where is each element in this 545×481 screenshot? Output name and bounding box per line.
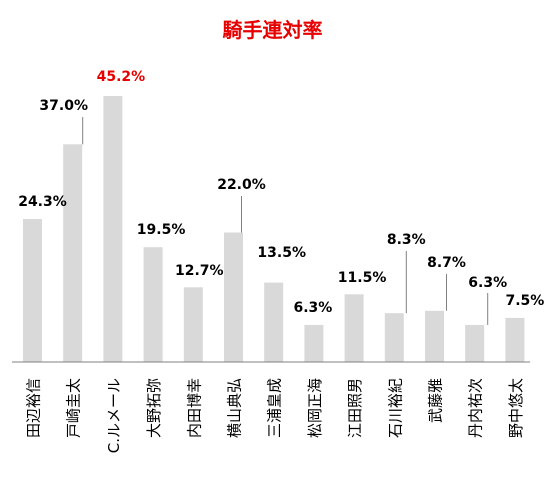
data-label-1: 24.3% (18, 194, 67, 210)
data-label-7: 13.5% (257, 245, 306, 261)
data-label-10: 8.3% (387, 232, 426, 248)
data-label-13: 7.5% (505, 293, 544, 309)
category-label-3: C.ルメール (105, 378, 123, 453)
bar-5 (183, 287, 203, 362)
category-label-5: 内田博幸 (185, 378, 203, 438)
category-label-4: 大野拓弥 (145, 378, 163, 438)
bar-13 (505, 317, 525, 362)
data-label-3: 45.2% (97, 69, 146, 85)
data-label-8: 6.3% (293, 300, 332, 316)
data-label-11: 8.7% (427, 255, 466, 271)
category-label-1: 田辺裕信 (25, 378, 43, 438)
data-label-4: 19.5% (137, 222, 186, 238)
category-label-2: 戸崎圭太 (65, 378, 83, 438)
bar-7 (264, 282, 284, 362)
data-label-12: 6.3% (468, 275, 507, 291)
bar-6 (224, 232, 243, 362)
bar-2 (63, 144, 83, 362)
category-label-11: 武藤雅 (427, 378, 445, 423)
bar-9 (344, 294, 364, 362)
data-label-6: 22.0% (217, 177, 266, 193)
bar-8 (304, 324, 324, 362)
bar-3 (103, 96, 123, 362)
data-label-9: 11.5% (338, 270, 387, 286)
bar-4 (143, 247, 163, 362)
bar-1 (23, 219, 42, 362)
data-label-5: 12.7% (175, 263, 224, 279)
category-label-13: 野中悠太 (507, 378, 525, 438)
category-label-12: 丹内祐次 (467, 378, 485, 438)
data-label-2: 37.0% (39, 98, 88, 114)
category-label-7: 三浦皇成 (266, 378, 284, 438)
category-label-10: 石川裕紀 (386, 378, 404, 438)
category-label-6: 横山典弘 (226, 378, 244, 438)
chart-title: 騎手連対率 (222, 18, 323, 42)
bar-12 (465, 324, 485, 362)
category-label-9: 江田照男 (346, 378, 364, 438)
bar-10 (384, 313, 404, 362)
bar-11 (425, 310, 444, 362)
category-label-8: 松岡正海 (306, 378, 324, 438)
